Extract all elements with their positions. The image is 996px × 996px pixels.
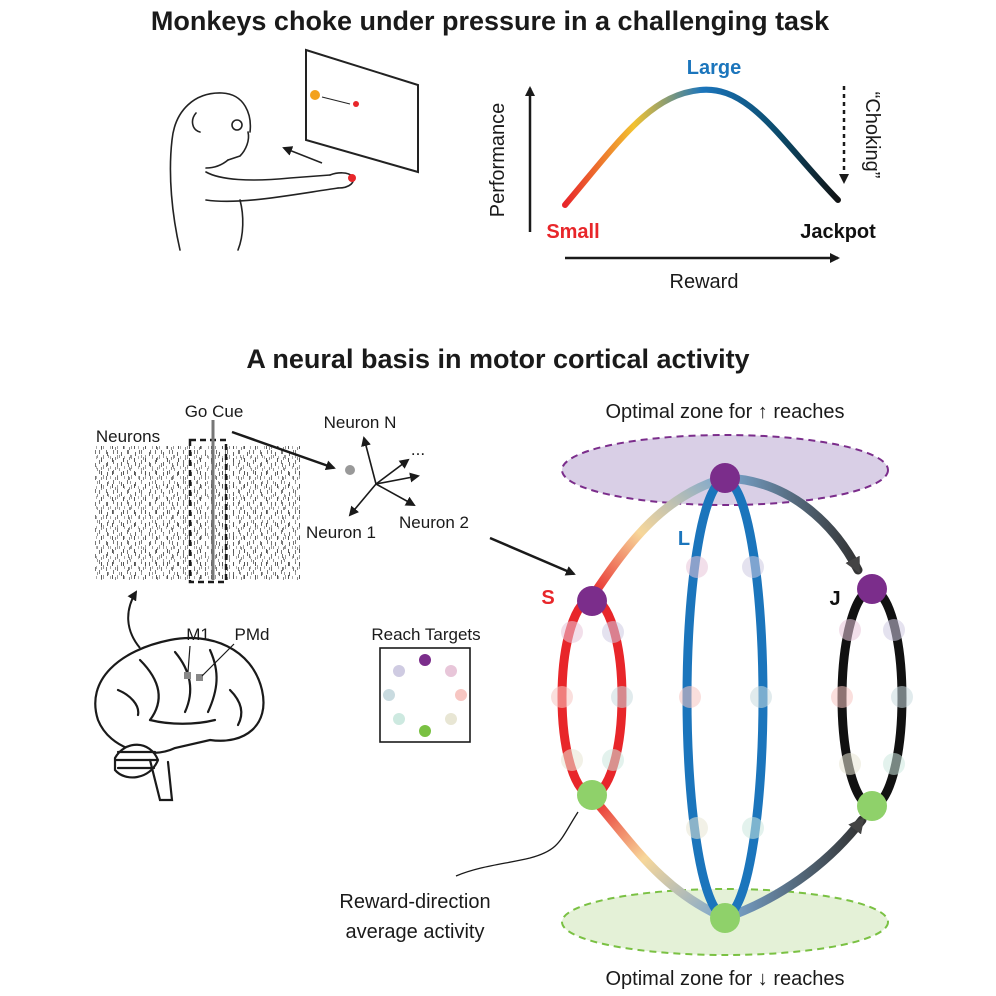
target-up-left <box>393 665 405 677</box>
target-up <box>419 654 431 666</box>
title-top: Monkeys choke under pressure in a challe… <box>151 6 830 36</box>
pmd-leader <box>201 643 235 677</box>
label-reward-direction-2: average activity <box>346 921 485 943</box>
screen-target-orange <box>310 90 320 100</box>
direction-dots <box>551 556 913 839</box>
reach-arrow <box>282 146 323 164</box>
m1-marker <box>184 672 191 679</box>
state-l-up <box>710 463 740 493</box>
space-to-manifold-arrow <box>489 536 576 576</box>
neural-state-dot <box>345 465 355 475</box>
y-axis-label: Performance <box>487 103 509 218</box>
x-axis-label: Reward <box>670 271 739 293</box>
label-neuron-n: Neuron N <box>324 413 397 432</box>
target-down-left <box>393 713 405 725</box>
label-large: Large <box>687 57 741 79</box>
label-choking: “Choking” <box>861 92 883 179</box>
reach-targets <box>383 654 467 737</box>
m1-leader <box>187 645 191 673</box>
label-reach-targets: Reach Targets <box>371 625 480 644</box>
label-small: Small <box>546 221 599 243</box>
state-j-up <box>857 574 887 604</box>
label-s: S <box>541 587 554 609</box>
target-down <box>419 725 431 737</box>
connector-s-to-l-bottom <box>587 792 730 923</box>
connector-l-to-j-bottom <box>720 815 867 923</box>
raster-to-space-arrow <box>231 430 336 471</box>
raster-window <box>188 438 228 584</box>
label-optimal-down: Optimal zone for ↓ reaches <box>606 968 845 990</box>
brain-icon <box>94 636 265 802</box>
reward-direction-leader <box>455 811 579 877</box>
monkey-icon <box>169 92 354 251</box>
target-down-right <box>445 713 457 725</box>
state-s-down <box>577 780 607 810</box>
label-m1: M1 <box>186 625 210 644</box>
neuron-axes <box>348 436 420 517</box>
finger-red-dot <box>348 174 356 182</box>
connector-l-to-j-top <box>720 473 863 575</box>
label-optimal-up: Optimal zone for ↑ reaches <box>606 401 845 423</box>
label-l: L <box>678 528 690 550</box>
label-reward-direction-1: Reward-direction <box>339 891 490 913</box>
label-j: J <box>829 588 840 610</box>
performance-curve <box>562 86 841 208</box>
label-neuron-1: Neuron 1 <box>306 523 376 542</box>
title-bottom: A neural basis in motor cortical activit… <box>246 344 749 374</box>
label-jackpot: Jackpot <box>800 221 876 243</box>
pmd-marker <box>196 674 203 681</box>
raster-to-brain-arrow <box>127 590 141 649</box>
target-up-right <box>445 665 457 677</box>
spike-raster-layer <box>95 446 300 580</box>
screen-path <box>321 96 351 105</box>
touch-screen <box>305 48 419 174</box>
target-left <box>383 689 395 701</box>
target-right <box>455 689 467 701</box>
label-go-cue: Go Cue <box>185 402 244 421</box>
state-j-down <box>857 791 887 821</box>
connector-s-to-l-top <box>587 473 730 602</box>
state-s-up <box>577 586 607 616</box>
screen-target-red <box>353 101 359 107</box>
label-neuron-2: Neuron 2 <box>399 513 469 532</box>
label-neuron-ellipsis: ... <box>411 440 425 459</box>
state-l-down <box>710 903 740 933</box>
label-neurons: Neurons <box>96 427 160 446</box>
label-pmd: PMd <box>235 625 270 644</box>
